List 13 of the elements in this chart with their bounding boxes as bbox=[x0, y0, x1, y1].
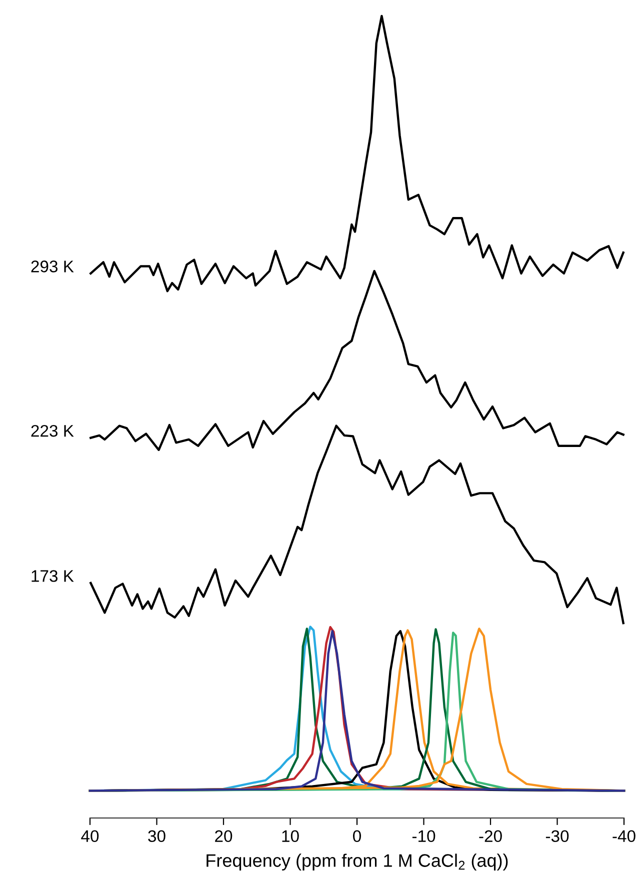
series-label: 173 K bbox=[32, 570, 74, 582]
x-tick-label: 0 bbox=[353, 830, 361, 842]
x-tick-label: -30 bbox=[546, 830, 569, 842]
x-tick-label: -40 bbox=[612, 830, 636, 842]
series-label: 223 K bbox=[31, 424, 74, 437]
x-tick-label: -10 bbox=[412, 830, 436, 842]
x-tick-label: 20 bbox=[215, 830, 232, 842]
x-tick-label: -20 bbox=[479, 830, 502, 842]
x-tick-label: 40 bbox=[81, 830, 99, 842]
series-label: 293 K bbox=[31, 260, 74, 272]
x-axis-title: Frequency (ppm from 1 M CaCl$_{2}$ (aq)) bbox=[206, 854, 508, 871]
x-tick-label: 10 bbox=[282, 830, 299, 842]
x-tick-label: 30 bbox=[148, 830, 166, 842]
